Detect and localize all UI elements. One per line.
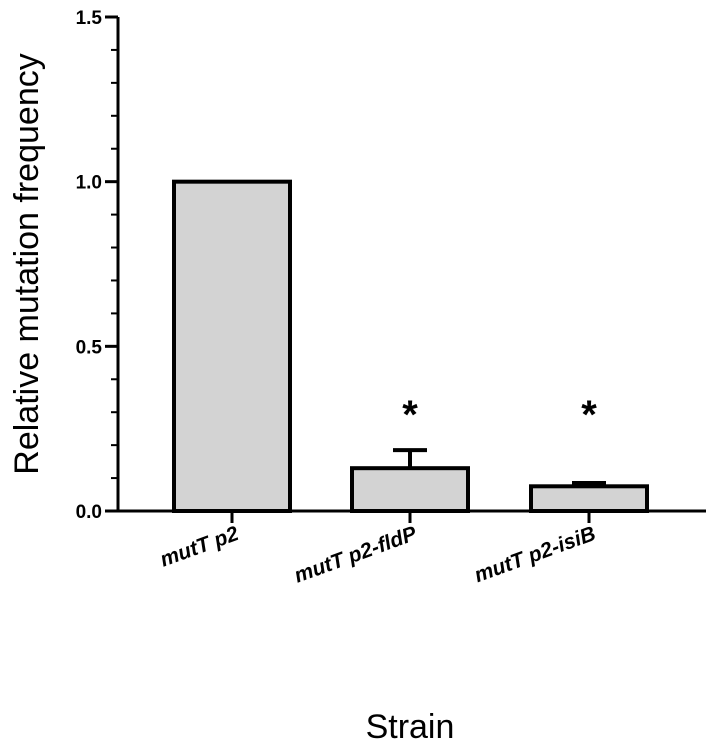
bar bbox=[172, 179, 292, 514]
x-axis-title: Strain bbox=[366, 708, 455, 746]
bar bbox=[350, 466, 470, 514]
y-major-ticks bbox=[105, 15, 118, 513]
x-category-label: mutT p2-fldP bbox=[291, 522, 420, 588]
y-tick-label: 0.0 bbox=[76, 502, 102, 523]
x-category-label: mutT p2 bbox=[157, 522, 242, 572]
error-bars bbox=[393, 448, 606, 487]
x-ticks bbox=[230, 511, 591, 523]
y-tick-label: 0.5 bbox=[76, 337, 103, 358]
significance-asterisk: * bbox=[402, 393, 418, 437]
x-category-labels: mutT p2 mutT p2-fldP mutT p2-isiB bbox=[157, 522, 599, 588]
significance-asterisk: * bbox=[581, 393, 597, 437]
y-tick-labels: 0.0 0.5 1.0 1.5 bbox=[76, 8, 103, 523]
x-category-label: mutT p2-isiB bbox=[471, 522, 598, 587]
significance-markers: * * bbox=[402, 393, 597, 437]
y-tick-label: 1.0 bbox=[76, 173, 102, 194]
bar bbox=[529, 484, 649, 513]
y-tick-label: 1.5 bbox=[76, 8, 103, 29]
y-axis-title: Relative mutation frequency bbox=[8, 53, 46, 474]
